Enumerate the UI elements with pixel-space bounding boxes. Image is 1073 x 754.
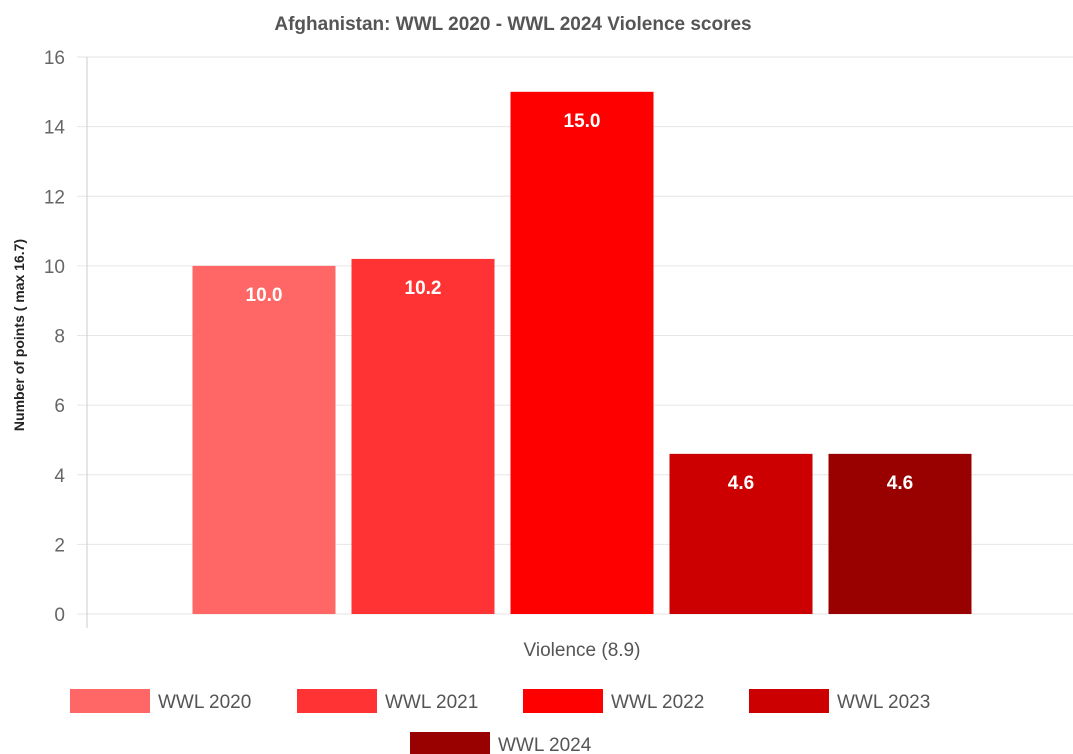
y-tick-label: 4 [54,466,65,487]
legend-swatch [297,689,377,713]
legend-swatch [70,689,150,713]
legend-swatch [523,689,603,713]
x-category-label: Violence (8.9) [524,640,641,661]
y-tick-label: 0 [54,605,65,626]
y-tick-label: 6 [54,396,65,417]
legend: WWL 2020 WWL 2021 WWL 2022 WWL 2023 WWL 2024 [70,689,930,754]
legend-item-label[interactable]: WWL 2024 [498,735,592,754]
legend-item-label[interactable]: WWL 2021 [385,692,478,713]
data-label: 4.6 [728,473,754,494]
bar [510,91,654,614]
y-tick-label: 8 [54,327,65,348]
bars [192,91,972,614]
y-axis-ticks: 0 2 4 6 8 10 12 14 16 [44,48,66,626]
bar [828,453,972,614]
y-axis-label: Number of points ( max 16.7) [11,239,27,431]
data-label: 15.0 [564,111,601,132]
y-tick-label: 12 [44,187,65,208]
chart-title: Afghanistan: WWL 2020 - WWL 2024 Violenc… [274,14,751,35]
bar [351,258,495,614]
y-tick-label: 2 [54,535,65,556]
legend-swatch [410,732,490,754]
y-tick-label: 16 [44,48,65,69]
y-tick-label: 10 [44,257,65,278]
legend-item-label[interactable]: WWL 2020 [158,692,251,713]
data-label: 10.2 [405,278,442,299]
data-label: 10.0 [246,285,283,306]
data-label: 4.6 [887,473,913,494]
data-labels: 10.0 10.2 15.0 4.6 4.6 [246,111,914,494]
bar [669,453,813,614]
legend-swatch [749,689,829,713]
legend-item-label[interactable]: WWL 2022 [611,692,704,713]
legend-item-label[interactable]: WWL 2023 [837,692,930,713]
bar [192,265,336,614]
y-tick-label: 14 [44,118,66,139]
